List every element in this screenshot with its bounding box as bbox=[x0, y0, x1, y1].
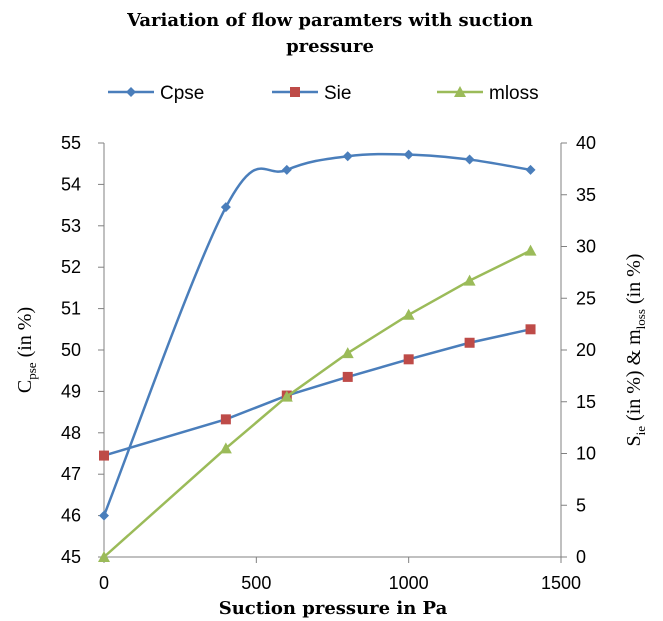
x-tick-label: 0 bbox=[99, 573, 109, 593]
y-axis-label-right: Sie (in %) & mloss (in %) bbox=[623, 254, 648, 447]
data-point-mloss bbox=[402, 308, 415, 320]
data-point-Sie bbox=[220, 414, 231, 425]
legend-marker-Cpse bbox=[126, 87, 136, 97]
x-tick-label: 500 bbox=[241, 573, 271, 593]
y-ticks-left: 45 46 47 48 49 50 51 52 53 54 55 bbox=[61, 133, 104, 567]
y-right-tick-label: 30 bbox=[576, 237, 596, 257]
series-line-Cpse bbox=[102, 152, 531, 517]
legend-marker-Sie bbox=[290, 87, 300, 97]
x-ticks: 0 500 1000 1500 bbox=[99, 557, 581, 593]
data-point-Sie bbox=[525, 324, 536, 335]
data-point-Cpse bbox=[281, 164, 292, 175]
data-point-Sie bbox=[99, 450, 109, 461]
y-right-tick-label: 35 bbox=[576, 185, 596, 205]
legend-item-mloss: mloss bbox=[437, 83, 539, 104]
y-right-tick-label: 20 bbox=[576, 340, 596, 360]
y-label-left-main: C bbox=[14, 380, 36, 393]
x-tick-label: 1000 bbox=[389, 573, 429, 593]
legend-label-Sie: Sie bbox=[324, 83, 351, 104]
data-point-Cpse bbox=[403, 149, 414, 160]
series-line-mloss bbox=[103, 249, 532, 558]
data-point-Cpse bbox=[525, 164, 536, 175]
y-left-tick-label: 54 bbox=[61, 174, 81, 194]
y-left-tick-label: 45 bbox=[61, 547, 81, 567]
legend-item-Sie: Sie bbox=[272, 83, 351, 104]
data-point-Sie bbox=[403, 354, 414, 365]
data-point-mloss bbox=[280, 390, 293, 402]
y-right-tick-label: 25 bbox=[576, 288, 596, 308]
x-tick-label: 1500 bbox=[541, 573, 581, 593]
y-label-right-sub2: loss bbox=[633, 309, 648, 329]
y-label-left-sub: pse bbox=[24, 362, 39, 380]
chart-title-line-1: Variation of flow paramters with suction bbox=[126, 10, 533, 31]
y-left-tick-label: 52 bbox=[61, 257, 81, 277]
series-Cpse bbox=[99, 149, 536, 521]
y-label-right-part3: (in %) bbox=[623, 254, 645, 310]
legend-label-Cpse: Cpse bbox=[160, 83, 204, 104]
data-point-Cpse bbox=[342, 151, 353, 162]
data-point-Cpse bbox=[99, 510, 109, 521]
y-label-right-sub1: ie bbox=[633, 426, 648, 436]
y-label-right-part1: S bbox=[623, 435, 645, 446]
y-left-tick-label: 49 bbox=[61, 381, 81, 401]
series-layer bbox=[98, 149, 537, 562]
data-point-Cpse bbox=[220, 202, 231, 213]
data-point-Cpse bbox=[464, 154, 475, 165]
y-left-tick-label: 47 bbox=[61, 464, 81, 484]
data-point-mloss bbox=[98, 551, 110, 562]
chart-title-line-2: pressure bbox=[286, 36, 374, 57]
y-left-tick-label: 53 bbox=[61, 216, 81, 236]
series-mloss bbox=[98, 244, 537, 562]
data-point-Sie bbox=[464, 337, 475, 348]
y-right-tick-label: 10 bbox=[576, 444, 596, 464]
y-ticks-right: 0 5 10 15 20 25 30 35 40 bbox=[561, 133, 596, 567]
legend: Cpse Sie mloss bbox=[108, 83, 539, 104]
legend-item-Cpse: Cpse bbox=[108, 83, 204, 104]
y-left-tick-label: 55 bbox=[61, 133, 81, 153]
y-right-tick-label: 15 bbox=[576, 392, 596, 412]
x-axis-label: Suction pressure in Pa bbox=[219, 598, 448, 619]
y-left-tick-label: 50 bbox=[61, 340, 81, 360]
data-point-Sie bbox=[342, 371, 353, 382]
series-Sie bbox=[99, 324, 536, 461]
y-right-tick-label: 5 bbox=[576, 495, 586, 515]
data-point-mloss bbox=[463, 274, 476, 286]
y-left-tick-label: 46 bbox=[61, 506, 81, 526]
data-point-mloss bbox=[341, 347, 354, 359]
y-label-right-part2: (in %) & m bbox=[623, 329, 645, 426]
legend-label-mloss: mloss bbox=[489, 83, 539, 104]
data-point-mloss bbox=[524, 244, 537, 256]
data-point-mloss bbox=[219, 442, 232, 454]
y-right-tick-label: 0 bbox=[576, 547, 586, 567]
legend-marker-mloss bbox=[454, 86, 466, 97]
y-right-tick-label: 40 bbox=[576, 133, 596, 153]
y-left-tick-label: 48 bbox=[61, 423, 81, 443]
y-left-tick-label: 51 bbox=[61, 299, 81, 319]
y-axis-label-left: Cpse (in %) bbox=[14, 307, 39, 393]
y-label-left-rest: (in %) bbox=[14, 307, 36, 363]
